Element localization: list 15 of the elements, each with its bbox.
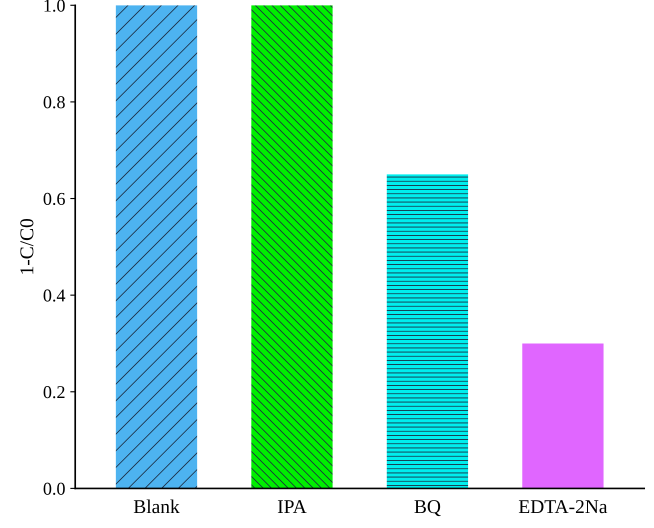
x-tick-label: BQ [414,500,441,516]
x-tick-label: EDTA-2Na [518,500,608,514]
y-tick-label: 0.0 [44,482,65,495]
y-tick-label: 0.8 [44,96,65,108]
y-tick-label: 0.4 [44,289,66,302]
x-tick-label: IPA [278,500,307,514]
y-axis-title: 1-C/C0 [20,218,34,274]
y-tick-label: 0.2 [44,386,64,398]
bar [116,5,198,488]
bar [386,174,468,488]
y-tick-label: 0.6 [44,192,65,206]
y-tick-label: 1.0 [44,0,65,12]
x-tick-label: Blank [134,500,180,514]
bar [522,343,604,488]
bar [251,5,333,488]
